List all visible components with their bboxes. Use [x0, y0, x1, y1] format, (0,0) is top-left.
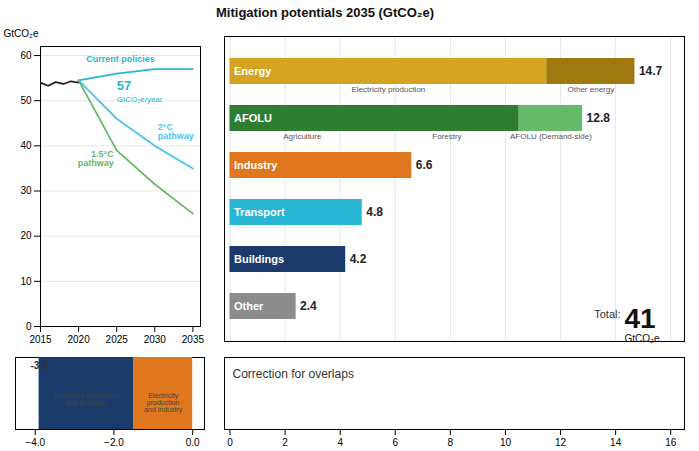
- svg-text:GtCO₂e: GtCO₂e: [625, 333, 660, 344]
- svg-text:Correction for overlaps: Correction for overlaps: [233, 367, 354, 381]
- svg-text:Other: Other: [234, 300, 264, 312]
- svg-text:0: 0: [227, 437, 233, 448]
- svg-text:Electricityproductionand indus: Electricityproductionand industry: [144, 392, 183, 414]
- svg-text:1.5°Cpathway: 1.5°Cpathway: [78, 149, 115, 168]
- svg-text:8: 8: [448, 437, 454, 448]
- svg-text:Other energy: Other energy: [567, 85, 614, 94]
- svg-text:GtCO₂e: GtCO₂e: [4, 28, 39, 39]
- svg-text:2020: 2020: [67, 334, 90, 345]
- svg-text:6.6: 6.6: [416, 158, 433, 172]
- svg-text:57: 57: [117, 78, 131, 93]
- html-text:Mitigation potentials 2035 (Gt: Mitigation potentials 2035 (GtCO₂e): [216, 5, 435, 20]
- svg-text:Transport: Transport: [234, 206, 285, 218]
- svg-text:16: 16: [665, 437, 677, 448]
- svg-text:Total:: Total:: [594, 308, 620, 320]
- svg-text:2°Cpathway: 2°Cpathway: [158, 122, 194, 141]
- svg-text:2: 2: [282, 437, 288, 448]
- svg-text:Industry: Industry: [234, 159, 278, 171]
- svg-text:14.7: 14.7: [639, 64, 663, 78]
- svg-text:50: 50: [20, 95, 32, 106]
- svg-text:Energy: Energy: [234, 65, 272, 77]
- svg-text:30: 30: [20, 185, 32, 196]
- svg-text:Buildings: Buildings: [234, 253, 284, 265]
- svg-text:14: 14: [610, 437, 622, 448]
- svg-text:12.8: 12.8: [587, 111, 611, 125]
- svg-text:12: 12: [555, 437, 567, 448]
- svg-text:AFOLU: AFOLU: [234, 112, 272, 124]
- svg-text:10: 10: [500, 437, 512, 448]
- svg-text:Agriculture: Agriculture: [283, 132, 322, 141]
- svg-text:−2.0: −2.0: [104, 437, 124, 448]
- svg-text:60: 60: [20, 50, 32, 61]
- svg-text:4.8: 4.8: [366, 205, 383, 219]
- svg-text:2015: 2015: [29, 334, 52, 345]
- svg-text:Electricity productionand buil: Electricity productionand buildings: [54, 392, 119, 407]
- svg-text:10: 10: [20, 276, 32, 287]
- svg-text:Forestry: Forestry: [432, 132, 461, 141]
- svg-text:0.0: 0.0: [186, 437, 200, 448]
- svg-text:4: 4: [337, 437, 343, 448]
- svg-text:GtCO₂e/year: GtCO₂e/year: [117, 95, 163, 104]
- svg-text:20: 20: [20, 230, 32, 241]
- svg-text:41: 41: [625, 303, 656, 334]
- svg-text:0: 0: [26, 321, 32, 332]
- svg-text:AFOLU (Demand-side): AFOLU (Demand-side): [510, 132, 592, 141]
- svg-text:Electricity production: Electricity production: [351, 85, 425, 94]
- svg-text:6: 6: [392, 437, 398, 448]
- svg-text:4.2: 4.2: [350, 252, 367, 266]
- svg-text:2025: 2025: [106, 334, 129, 345]
- svg-text:2035: 2035: [182, 334, 205, 345]
- svg-text:-3.9: -3.9: [31, 360, 49, 371]
- svg-text:2030: 2030: [144, 334, 167, 345]
- svg-text:Current policies: Current policies: [86, 54, 155, 64]
- svg-text:−4.0: −4.0: [25, 437, 45, 448]
- svg-text:40: 40: [20, 140, 32, 151]
- svg-text:2.4: 2.4: [300, 299, 317, 313]
